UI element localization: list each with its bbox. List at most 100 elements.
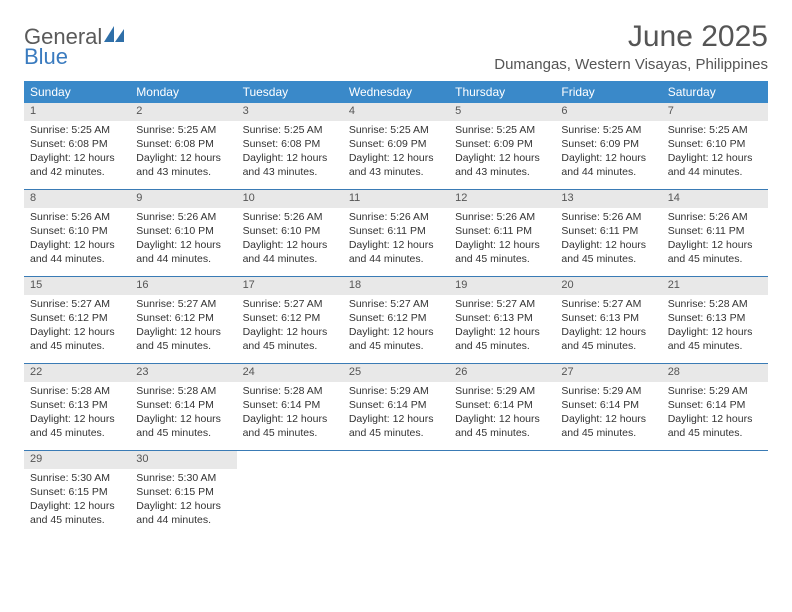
sunrise-text: Sunrise: 5:27 AM	[243, 297, 337, 311]
sunrise-text: Sunrise: 5:26 AM	[668, 210, 762, 224]
day-cell: 7Sunrise: 5:25 AMSunset: 6:10 PMDaylight…	[662, 103, 768, 189]
weekday-header: Monday	[130, 81, 236, 103]
daylight-text: Daylight: 12 hours	[455, 412, 549, 426]
sunset-text: Sunset: 6:09 PM	[349, 137, 443, 151]
daylight-text: Daylight: 12 hours	[349, 151, 443, 165]
daylight-text: and 45 minutes.	[668, 426, 762, 440]
sunset-text: Sunset: 6:13 PM	[30, 398, 124, 412]
sunrise-text: Sunrise: 5:28 AM	[136, 384, 230, 398]
day-details: Sunrise: 5:28 AMSunset: 6:13 PMDaylight:…	[662, 295, 768, 358]
daylight-text: and 45 minutes.	[243, 339, 337, 353]
daylight-text: Daylight: 12 hours	[561, 238, 655, 252]
sunrise-text: Sunrise: 5:26 AM	[243, 210, 337, 224]
sunset-text: Sunset: 6:14 PM	[668, 398, 762, 412]
day-cell: 10Sunrise: 5:26 AMSunset: 6:10 PMDayligh…	[237, 190, 343, 276]
title-block: June 2025 Dumangas, Western Visayas, Phi…	[494, 20, 768, 73]
day-details: Sunrise: 5:28 AMSunset: 6:14 PMDaylight:…	[130, 382, 236, 445]
day-number: 23	[130, 364, 236, 382]
sunrise-text: Sunrise: 5:27 AM	[455, 297, 549, 311]
sunrise-text: Sunrise: 5:27 AM	[349, 297, 443, 311]
day-details: Sunrise: 5:29 AMSunset: 6:14 PMDaylight:…	[555, 382, 661, 445]
day-cell: 19Sunrise: 5:27 AMSunset: 6:13 PMDayligh…	[449, 277, 555, 363]
day-number: 5	[449, 103, 555, 121]
daylight-text: Daylight: 12 hours	[136, 151, 230, 165]
daylight-text: and 45 minutes.	[30, 339, 124, 353]
sunrise-text: Sunrise: 5:29 AM	[561, 384, 655, 398]
daylight-text: Daylight: 12 hours	[243, 325, 337, 339]
sail-icon	[104, 26, 126, 48]
day-details: Sunrise: 5:28 AMSunset: 6:13 PMDaylight:…	[24, 382, 130, 445]
sunrise-text: Sunrise: 5:28 AM	[243, 384, 337, 398]
weekday-header: Saturday	[662, 81, 768, 103]
daylight-text: and 45 minutes.	[30, 513, 124, 527]
daylight-text: Daylight: 12 hours	[349, 325, 443, 339]
sunset-text: Sunset: 6:11 PM	[561, 224, 655, 238]
empty-day-cell	[449, 451, 555, 537]
brand-word2: Blue	[24, 46, 126, 68]
page-header: General Blue June 2025 Dumangas, Western…	[24, 20, 768, 73]
daylight-text: Daylight: 12 hours	[455, 151, 549, 165]
day-details: Sunrise: 5:25 AMSunset: 6:08 PMDaylight:…	[24, 121, 130, 184]
daylight-text: and 44 minutes.	[349, 252, 443, 266]
sunset-text: Sunset: 6:10 PM	[243, 224, 337, 238]
weekday-header: Friday	[555, 81, 661, 103]
daylight-text: and 45 minutes.	[668, 252, 762, 266]
day-details: Sunrise: 5:27 AMSunset: 6:12 PMDaylight:…	[130, 295, 236, 358]
sunset-text: Sunset: 6:12 PM	[30, 311, 124, 325]
daylight-text: and 45 minutes.	[455, 252, 549, 266]
calendar-grid: Sunday Monday Tuesday Wednesday Thursday…	[24, 81, 768, 537]
day-number: 19	[449, 277, 555, 295]
daylight-text: and 43 minutes.	[136, 165, 230, 179]
daylight-text: and 43 minutes.	[349, 165, 443, 179]
sunrise-text: Sunrise: 5:25 AM	[455, 123, 549, 137]
day-details: Sunrise: 5:27 AMSunset: 6:13 PMDaylight:…	[449, 295, 555, 358]
daylight-text: Daylight: 12 hours	[30, 412, 124, 426]
sunset-text: Sunset: 6:14 PM	[561, 398, 655, 412]
day-cell: 18Sunrise: 5:27 AMSunset: 6:12 PMDayligh…	[343, 277, 449, 363]
daylight-text: and 45 minutes.	[349, 339, 443, 353]
daylight-text: Daylight: 12 hours	[30, 151, 124, 165]
day-number: 10	[237, 190, 343, 208]
sunset-text: Sunset: 6:11 PM	[455, 224, 549, 238]
daylight-text: and 45 minutes.	[243, 426, 337, 440]
daylight-text: and 44 minutes.	[561, 165, 655, 179]
daylight-text: and 45 minutes.	[455, 339, 549, 353]
day-cell: 6Sunrise: 5:25 AMSunset: 6:09 PMDaylight…	[555, 103, 661, 189]
brand-text: General Blue	[24, 26, 126, 68]
day-number: 30	[130, 451, 236, 469]
sunrise-text: Sunrise: 5:30 AM	[30, 471, 124, 485]
sunrise-text: Sunrise: 5:30 AM	[136, 471, 230, 485]
sunrise-text: Sunrise: 5:27 AM	[136, 297, 230, 311]
sunrise-text: Sunrise: 5:25 AM	[561, 123, 655, 137]
daylight-text: Daylight: 12 hours	[136, 499, 230, 513]
sunrise-text: Sunrise: 5:28 AM	[668, 297, 762, 311]
daylight-text: Daylight: 12 hours	[136, 325, 230, 339]
sunrise-text: Sunrise: 5:25 AM	[30, 123, 124, 137]
sunrise-text: Sunrise: 5:28 AM	[30, 384, 124, 398]
day-number: 20	[555, 277, 661, 295]
day-cell: 25Sunrise: 5:29 AMSunset: 6:14 PMDayligh…	[343, 364, 449, 450]
day-number: 2	[130, 103, 236, 121]
day-details: Sunrise: 5:27 AMSunset: 6:12 PMDaylight:…	[343, 295, 449, 358]
day-cell: 12Sunrise: 5:26 AMSunset: 6:11 PMDayligh…	[449, 190, 555, 276]
day-cell: 27Sunrise: 5:29 AMSunset: 6:14 PMDayligh…	[555, 364, 661, 450]
daylight-text: Daylight: 12 hours	[30, 325, 124, 339]
day-number: 25	[343, 364, 449, 382]
day-cell: 17Sunrise: 5:27 AMSunset: 6:12 PMDayligh…	[237, 277, 343, 363]
sunrise-text: Sunrise: 5:26 AM	[136, 210, 230, 224]
sunset-text: Sunset: 6:14 PM	[136, 398, 230, 412]
day-cell: 24Sunrise: 5:28 AMSunset: 6:14 PMDayligh…	[237, 364, 343, 450]
week-row: 1Sunrise: 5:25 AMSunset: 6:08 PMDaylight…	[24, 103, 768, 190]
sunset-text: Sunset: 6:14 PM	[349, 398, 443, 412]
daylight-text: and 45 minutes.	[349, 426, 443, 440]
week-row: 8Sunrise: 5:26 AMSunset: 6:10 PMDaylight…	[24, 190, 768, 277]
empty-day-cell	[555, 451, 661, 537]
day-cell: 28Sunrise: 5:29 AMSunset: 6:14 PMDayligh…	[662, 364, 768, 450]
week-row: 22Sunrise: 5:28 AMSunset: 6:13 PMDayligh…	[24, 364, 768, 451]
day-details: Sunrise: 5:28 AMSunset: 6:14 PMDaylight:…	[237, 382, 343, 445]
sunset-text: Sunset: 6:10 PM	[136, 224, 230, 238]
sunset-text: Sunset: 6:12 PM	[349, 311, 443, 325]
sunrise-text: Sunrise: 5:26 AM	[455, 210, 549, 224]
daylight-text: and 43 minutes.	[243, 165, 337, 179]
sunrise-text: Sunrise: 5:27 AM	[561, 297, 655, 311]
